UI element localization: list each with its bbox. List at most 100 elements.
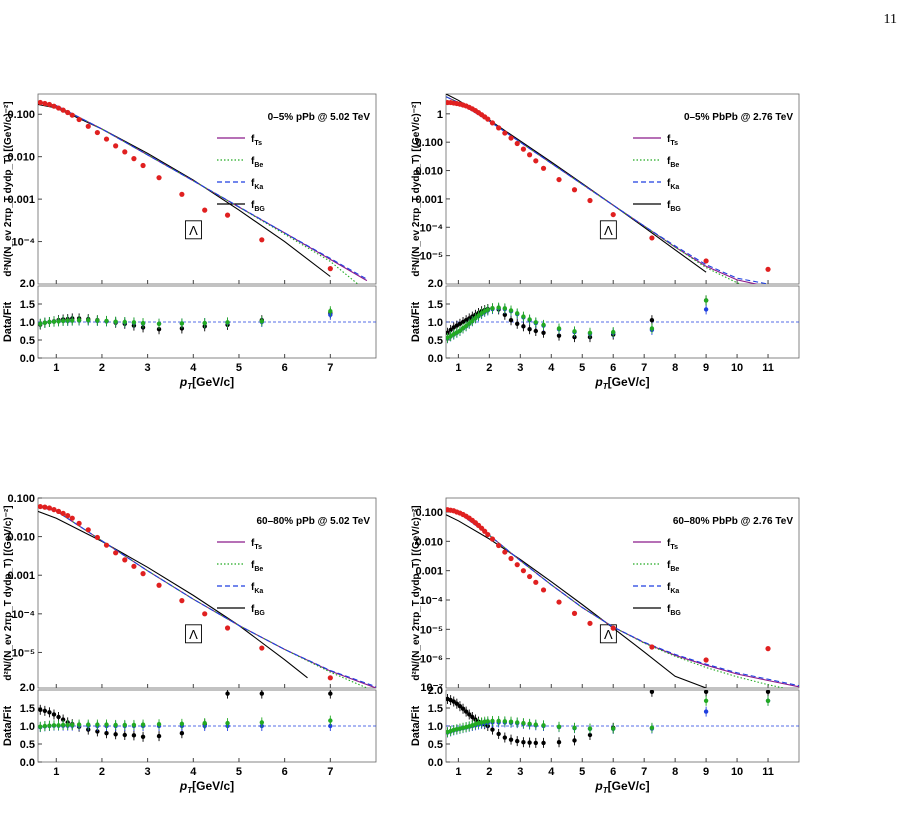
ratio-point-Be	[703, 698, 709, 703]
legend-label-part: f	[667, 200, 671, 211]
ratio-point-BG	[457, 704, 463, 709]
ratio-point-BG	[533, 328, 538, 334]
ratio-point-Be	[131, 320, 137, 325]
data-point	[76, 116, 82, 123]
main-plot-frame	[445, 497, 800, 689]
legend-label-part: f	[251, 178, 255, 189]
ratio-point-Be	[460, 325, 466, 331]
page-number: 11	[883, 12, 897, 27]
ratio-point-BG	[508, 737, 514, 742]
ratio-point-Be	[56, 319, 61, 324]
chart-title: 60–80% PbPb @ 2.76 TeV	[673, 516, 794, 527]
ratio-point-BG	[521, 324, 526, 329]
data-point	[38, 99, 43, 106]
ratio-point-Be	[457, 328, 463, 333]
data-point	[520, 146, 527, 152]
fit-curve-BG	[38, 510, 308, 679]
data-point	[51, 103, 57, 109]
ratio-point-BG	[259, 691, 265, 696]
data-point	[649, 235, 655, 241]
ratio-point-Be	[611, 726, 616, 731]
data-point	[42, 100, 48, 107]
ratio-point-BG	[156, 733, 162, 739]
x-axis-label-part: [GeV/c]	[608, 375, 650, 389]
data-point	[485, 116, 491, 122]
data-point	[76, 520, 82, 526]
ratio-point-Be	[104, 318, 109, 324]
ratio-point-Be	[225, 320, 230, 325]
ratio-tick-label: 1.5	[428, 703, 443, 715]
data-point	[224, 625, 231, 631]
ratio-point-Ka	[703, 709, 709, 714]
legend-label-part: f	[667, 178, 671, 189]
x-axis-label-part: p	[179, 779, 187, 793]
ratio-point-BG	[515, 321, 520, 326]
ratio-point-BG	[463, 709, 469, 714]
ratio-point-BG	[113, 732, 118, 737]
ratio-point-Be	[76, 722, 82, 727]
ratio-point-BG	[38, 707, 43, 712]
y-tick-label: 0.010	[415, 166, 443, 178]
ratio-point-Be	[470, 318, 475, 324]
ratio-point-Be	[541, 723, 546, 728]
legend-label-part: f	[251, 582, 255, 593]
ratio-point-BG	[42, 708, 48, 714]
data-point	[122, 557, 128, 563]
legend-label-part: Be	[254, 162, 263, 169]
data-point	[514, 140, 520, 147]
x-tick-label: 2	[486, 362, 492, 374]
y-tick-label: 0.100	[7, 493, 35, 505]
ratio-point-Be	[328, 718, 333, 723]
data-point	[60, 107, 66, 113]
data-point	[489, 536, 496, 542]
data-point	[520, 568, 527, 574]
ratio-point-BG	[527, 740, 532, 745]
ratio-point-Be	[485, 307, 491, 312]
ratio-tick-label: 1.5	[20, 299, 35, 311]
data-point	[703, 657, 709, 663]
y-tick-label: 10⁻⁵	[420, 251, 443, 263]
x-axis-label-part: [GeV/c]	[192, 779, 234, 793]
data-point	[571, 610, 578, 616]
particle-label-box	[185, 624, 202, 644]
ratio-point-Be	[122, 319, 127, 325]
ratio-point-BG	[541, 330, 546, 335]
ratio-point-Be	[485, 719, 491, 724]
legend-label-BG: fBG	[667, 200, 681, 213]
y-tick-label: 1	[437, 109, 443, 121]
x-tick-label: 10	[731, 766, 743, 778]
x-axis-label-part: [GeV/c]	[608, 779, 650, 793]
ratio-point-BG	[225, 691, 230, 696]
ratio-tick-label: 0.0	[428, 353, 443, 365]
data-point	[540, 165, 547, 171]
ratio-point-BG	[765, 690, 771, 694]
x-axis-label: pT[GeV/c]	[179, 375, 234, 391]
data-point	[85, 123, 91, 129]
particle-label-box	[599, 220, 617, 240]
ratio-point-BG	[179, 731, 185, 736]
ratio-point-Be	[703, 298, 709, 303]
y-tick-label: 10⁻⁴	[12, 237, 35, 249]
ratio-point-Be	[179, 321, 185, 326]
ratio-point-Be	[76, 318, 82, 323]
x-tick-label: 4	[190, 362, 197, 374]
y-axis-label: d²N/(N_ev 2πp_T dydp_T) [(GeV/c)⁻²]	[3, 505, 14, 680]
x-tick-label: 5	[236, 362, 242, 374]
data-point	[69, 515, 75, 521]
ratio-point-Be	[496, 305, 501, 310]
fit-curve-Ts	[446, 508, 799, 688]
data-point	[649, 644, 655, 650]
ratio-point-BG	[490, 727, 495, 732]
ratio-point-BG	[533, 740, 538, 746]
ratio-point-Be	[38, 724, 43, 729]
data-point	[42, 504, 48, 510]
ratio-tick-label: 1.5	[20, 703, 35, 715]
ratio-point-Be	[587, 726, 593, 731]
legend-label-part: f	[667, 560, 671, 571]
data-point	[131, 563, 137, 569]
data-point	[496, 542, 502, 549]
ratio-point-BG	[515, 738, 520, 744]
data-point	[514, 562, 520, 568]
x-tick-label: 9	[703, 766, 709, 778]
chart-panel-PbPb-peripheral: 0.100 0.010 0.001 10⁻⁴ 10⁻⁵ 10⁻⁶ 10⁻⁷ 0.0 0.5 1.0…	[408, 490, 803, 815]
